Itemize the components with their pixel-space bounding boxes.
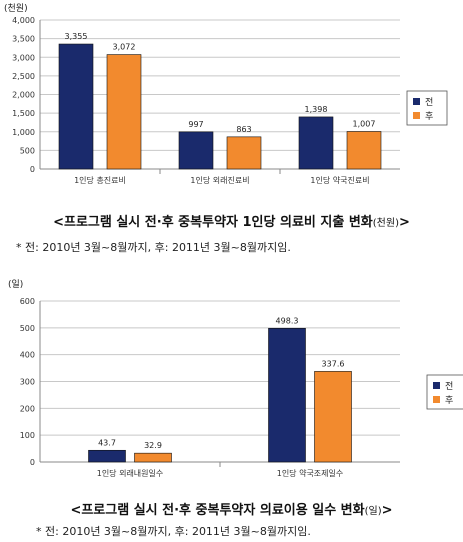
data-label: 3,355 <box>65 32 88 41</box>
chart1-period-note: * 전: 2010년 3월~8월까지, 후: 2011년 3월~8월까지임. <box>16 241 291 254</box>
y-tick-label: 3,000 <box>12 53 35 62</box>
data-label: 863 <box>236 125 251 134</box>
y-tick-label: 2,000 <box>12 91 35 100</box>
chart1-caption-unit: (천원) <box>372 218 399 229</box>
y-tick-label: 1,000 <box>12 128 35 137</box>
y-tick-label: 600 <box>20 297 35 306</box>
bar <box>58 43 94 170</box>
legend: 전후 <box>406 90 448 126</box>
y-tick-label: 500 <box>20 324 35 333</box>
chart2-caption-end: > <box>381 503 393 518</box>
legend-label: 후 <box>445 395 453 406</box>
usage-days-chart: (일) 0 100 200 300 400 500 600 43.7 32.9 1인당 외래내원일수… <box>0 272 463 494</box>
y-tick-label: 300 <box>20 378 35 387</box>
y-tick-label: 3,500 <box>12 35 35 44</box>
y-tick-label: 2,500 <box>12 72 35 81</box>
legend-box <box>406 90 448 126</box>
bar <box>88 449 126 463</box>
bar <box>178 131 214 170</box>
legend-label: 후 <box>425 111 433 122</box>
legend-swatch <box>413 112 420 119</box>
chart2-period-note: * 전: 2010년 3월~8월까지, 후: 2011년 3월~8월까지임. <box>36 525 311 538</box>
chart2-caption-unit: (일) <box>364 506 382 517</box>
bar <box>268 327 306 463</box>
bar <box>314 371 352 463</box>
x-tick-label: 1인당 외래진료비 <box>190 175 249 185</box>
legend-swatch <box>433 396 440 403</box>
usage-days-chart-svg: (일) 0 100 200 300 400 500 600 43.7 32.9 1인당 외래내원일수… <box>8 279 463 478</box>
x-tick-label: 1인당 총진료비 <box>74 175 126 185</box>
bar <box>346 131 382 170</box>
legend-label: 전 <box>445 381 453 392</box>
chart1-caption: <프로그램 실시 전·후 중복투약자 1인당 의료비 지출 변화(천원)> <box>0 211 463 230</box>
y-tick-label: 4,000 <box>12 16 35 25</box>
bar <box>226 136 262 170</box>
unit-label: (천원) <box>4 3 28 14</box>
data-label: 43.7 <box>98 438 116 447</box>
legend: 전후 <box>426 374 463 410</box>
legend-label: 전 <box>425 97 433 108</box>
x-tick-label: 1인당 약국진료비 <box>310 175 369 185</box>
y-tick-label: 400 <box>20 351 35 360</box>
medical-cost-chart-svg: (천원) 0 500 1,000 1,500 2,000 2,500 3,000 3,500 4,… <box>4 3 448 185</box>
chart2-caption-main: <프로그램 실시 전·후 중복투약자 의료이용 일수 변화 <box>70 503 365 518</box>
y-tick-label: 1,500 <box>12 109 35 118</box>
legend-box <box>426 374 463 410</box>
bar <box>134 452 172 463</box>
data-label: 337.6 <box>322 359 345 368</box>
data-label: 1,007 <box>353 119 376 128</box>
data-label: 997 <box>188 120 203 129</box>
unit-label: (일) <box>8 279 23 290</box>
legend-swatch <box>433 382 440 389</box>
data-label: 3,072 <box>113 43 136 52</box>
data-label: 32.9 <box>144 441 162 450</box>
chart1-caption-end: > <box>398 215 410 230</box>
chart2-caption: <프로그램 실시 전·후 중복투약자 의료이용 일수 변화(일)> <box>0 499 463 518</box>
legend-swatch <box>413 98 420 105</box>
chart1-caption-main: <프로그램 실시 전·후 중복투약자 1인당 의료비 지출 변화 <box>53 215 373 230</box>
x-tick-label: 1인당 약국조제일수 <box>277 468 344 478</box>
y-tick-label: 0 <box>30 458 35 467</box>
y-tick-label: 100 <box>20 431 35 440</box>
medical-cost-chart: (천원) 0 500 1,000 1,500 2,000 2,500 3,000 3,500 4,… <box>0 0 463 215</box>
y-tick-label: 500 <box>20 146 35 155</box>
bar <box>106 54 142 170</box>
bar <box>298 116 334 170</box>
x-tick-label: 1인당 외래내원일수 <box>97 468 164 478</box>
y-tick-label: 0 <box>30 165 35 174</box>
data-label: 498.3 <box>276 316 299 325</box>
y-tick-label: 200 <box>20 404 35 413</box>
data-label: 1,398 <box>305 105 328 114</box>
